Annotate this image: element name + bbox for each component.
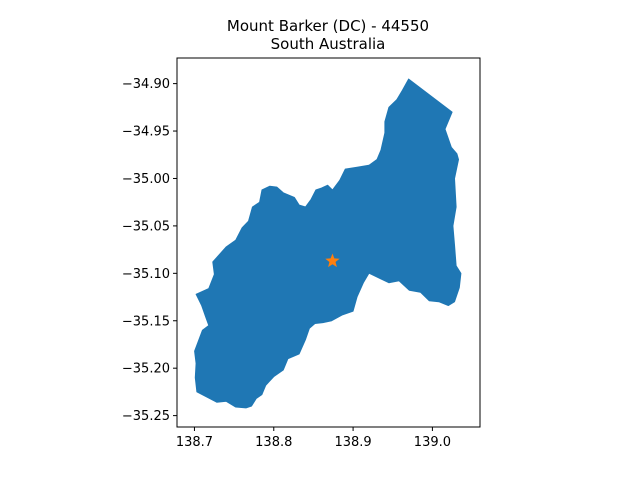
axes-frame — [176, 57, 481, 428]
y-tick-label: −35.05 — [122, 219, 170, 234]
x-tick-label: 138.8 — [255, 435, 292, 450]
y-tick-label: −35.00 — [122, 172, 170, 187]
district-region — [194, 78, 462, 409]
chart-title-line1: Mount Barker (DC) - 44550 — [227, 17, 429, 35]
y-tick-label: −35.20 — [122, 362, 170, 377]
y-tick-label: −34.95 — [122, 125, 170, 140]
location-star-marker — [325, 253, 340, 268]
plot-area — [194, 78, 462, 409]
x-tick-label: 139.0 — [414, 435, 451, 450]
chart-title-line2: South Australia — [271, 35, 386, 53]
x-tick-label: 138.7 — [176, 435, 213, 450]
x-tick-label: 138.9 — [334, 435, 371, 450]
y-tick-label: −35.10 — [122, 267, 170, 282]
y-tick-label: −34.90 — [122, 77, 170, 92]
y-axis: −34.90 −34.95 −35.00 −35.05 −35.10 −35.15 −35.… — [122, 77, 177, 424]
y-tick-label: −35.15 — [122, 314, 170, 329]
x-axis: 138.7 138.8 138.9 139.0 — [176, 427, 451, 450]
y-tick-label: −35.25 — [122, 409, 170, 424]
